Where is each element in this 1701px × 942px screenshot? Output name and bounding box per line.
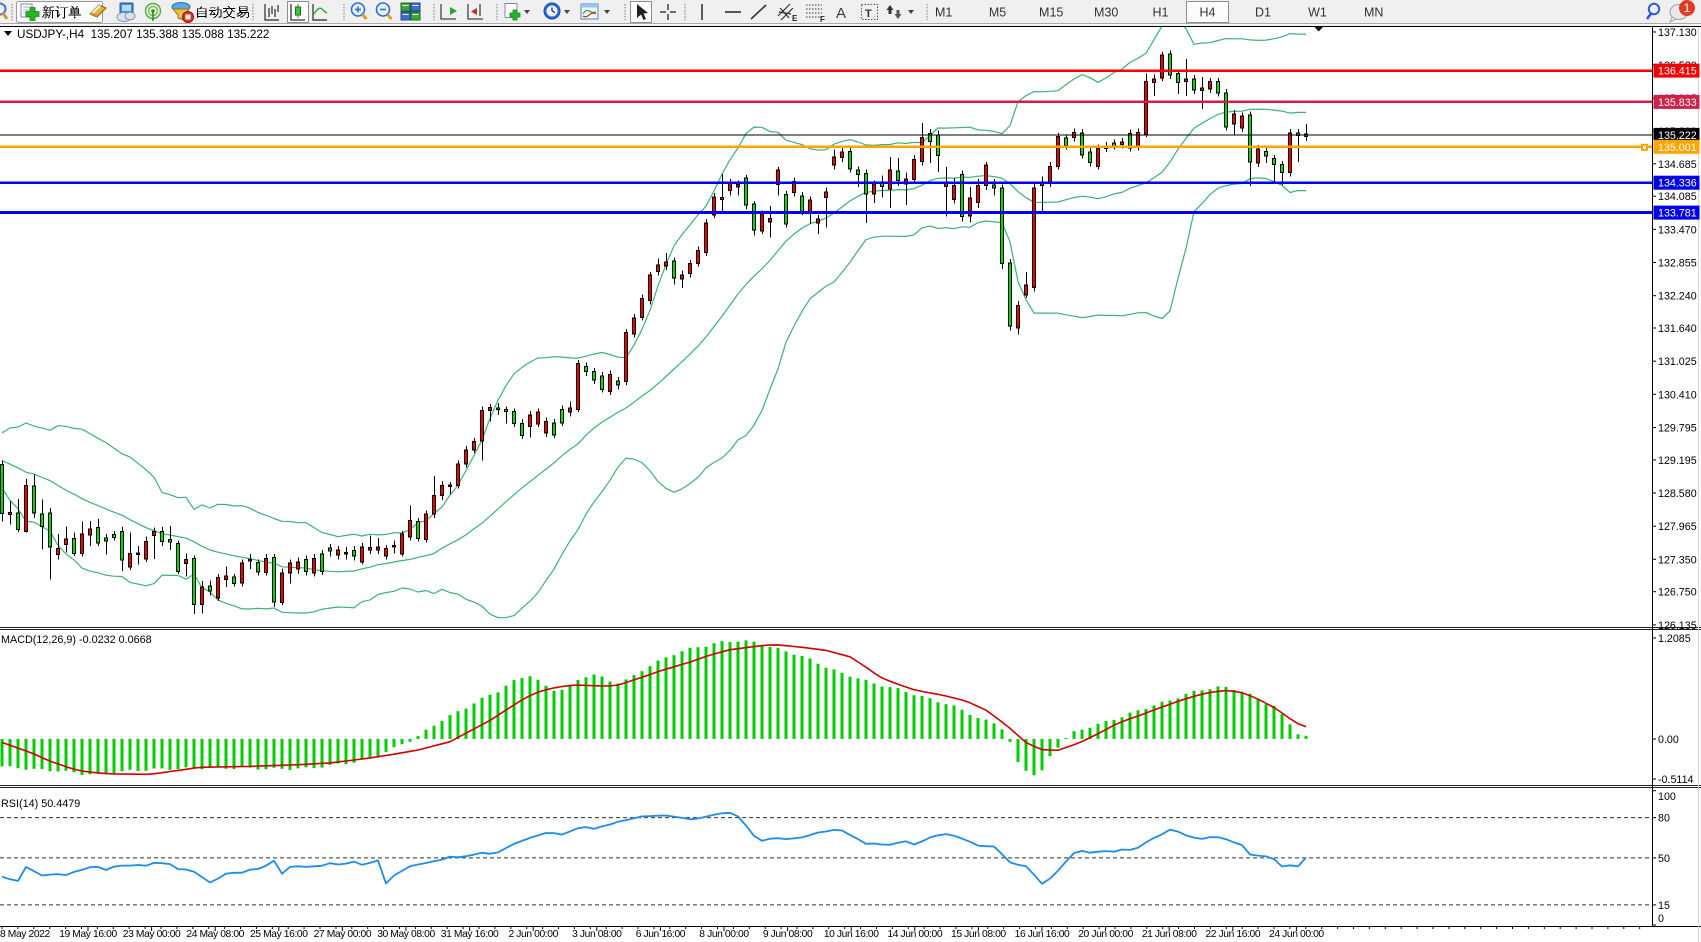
svg-text:8 Jun 00:00: 8 Jun 00:00 [699,929,749,940]
svg-text:M1: M1 [935,6,952,20]
svg-text:0: 0 [1658,913,1664,925]
svg-text:133.470: 133.470 [1658,224,1697,236]
svg-text:14 Jun 00:00: 14 Jun 00:00 [887,929,942,940]
svg-text:127.965: 127.965 [1658,521,1697,533]
svg-text:1.2085: 1.2085 [1658,633,1691,645]
svg-text:22 Jun 16:00: 22 Jun 16:00 [1205,929,1260,940]
svg-text:25 May 16:00: 25 May 16:00 [250,929,308,940]
svg-text:D1: D1 [1255,6,1271,20]
svg-text:24 Jun 00:00: 24 Jun 00:00 [1269,929,1324,940]
svg-text:9 Jun 08:00: 9 Jun 08:00 [763,929,813,940]
svg-text:50: 50 [1658,853,1670,865]
svg-text:16 Jun 16:00: 16 Jun 16:00 [1015,929,1070,940]
svg-text:21 Jun 08:00: 21 Jun 08:00 [1142,929,1197,940]
svg-text:T: T [865,8,872,20]
svg-text:15 Jun 08:00: 15 Jun 08:00 [951,929,1006,940]
svg-text:3 Jun 08:00: 3 Jun 08:00 [572,929,622,940]
svg-text:1: 1 [1684,1,1691,15]
svg-text:30 May 08:00: 30 May 08:00 [377,929,435,940]
svg-text:135.833: 135.833 [1658,97,1697,109]
svg-text:19 May 16:00: 19 May 16:00 [59,929,117,940]
svg-text:M5: M5 [989,6,1006,20]
svg-text:H4: H4 [1200,6,1216,20]
svg-text:20 Jun 00:00: 20 Jun 00:00 [1078,929,1133,940]
svg-text:W1: W1 [1308,6,1327,20]
svg-text:133.781: 133.781 [1658,208,1697,220]
svg-text:132.240: 132.240 [1658,291,1697,303]
svg-text:126.750: 126.750 [1658,587,1697,599]
svg-text:135.222: 135.222 [1658,130,1697,142]
svg-text:137.130: 137.130 [1658,27,1697,39]
svg-text:134.085: 134.085 [1658,191,1697,203]
svg-text:127.350: 127.350 [1658,554,1697,566]
svg-text:136.415: 136.415 [1658,66,1697,78]
svg-text:126.135: 126.135 [1658,620,1697,632]
svg-text:135.001: 135.001 [1658,142,1697,154]
svg-text:M15: M15 [1039,6,1063,20]
svg-text:F: F [820,15,825,24]
svg-text:100: 100 [1658,791,1676,803]
svg-text:A: A [836,5,846,22]
svg-text:6 Jun 16:00: 6 Jun 16:00 [636,929,686,940]
svg-text:129.795: 129.795 [1658,423,1697,435]
svg-text:E: E [792,14,798,23]
svg-text:24 May 08:00: 24 May 08:00 [186,929,244,940]
svg-text:2 Jun 00:00: 2 Jun 00:00 [508,929,558,940]
svg-text:27 May 00:00: 27 May 00:00 [314,929,372,940]
svg-text:80: 80 [1658,813,1670,825]
svg-text:31 May 16:00: 31 May 16:00 [441,929,499,940]
svg-text:129.195: 129.195 [1658,455,1697,467]
svg-text:23 May 00:00: 23 May 00:00 [123,929,181,940]
svg-text:H1: H1 [1153,6,1169,20]
svg-text:134.685: 134.685 [1658,159,1697,171]
svg-text:-0.5114: -0.5114 [1658,774,1694,786]
svg-text:MN: MN [1364,6,1383,20]
svg-text:8 May 2022: 8 May 2022 [0,929,50,940]
svg-text:USDJPY-,H4 135.207 135.388 13: USDJPY-,H4 135.207 135.388 135.088 135.2… [17,28,269,41]
svg-text:RSI(14) 50.4479: RSI(14) 50.4479 [1,798,80,810]
svg-text:131.025: 131.025 [1658,356,1697,368]
svg-text:0.00: 0.00 [1658,734,1679,746]
svg-text:134.336: 134.336 [1658,178,1697,190]
svg-text:M30: M30 [1094,6,1118,20]
svg-text:128.580: 128.580 [1658,488,1697,500]
svg-text:MACD(12,26,9) -0.0232 0.0668: MACD(12,26,9) -0.0232 0.0668 [1,634,152,646]
svg-text:15: 15 [1658,900,1670,912]
svg-text:10 Jun 16:00: 10 Jun 16:00 [824,929,879,940]
svg-text:132.855: 132.855 [1658,258,1697,270]
svg-text:131.640: 131.640 [1658,323,1697,335]
svg-text:130.410: 130.410 [1658,389,1697,401]
